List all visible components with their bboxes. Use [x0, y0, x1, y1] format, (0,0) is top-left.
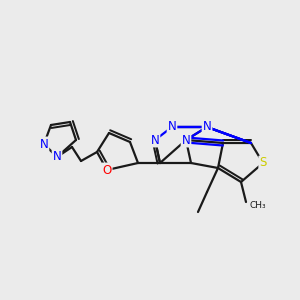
- Text: N: N: [40, 137, 48, 151]
- Text: N: N: [151, 134, 159, 146]
- Text: N: N: [52, 151, 62, 164]
- Text: N: N: [202, 121, 211, 134]
- Text: N: N: [168, 121, 176, 134]
- Text: N: N: [182, 134, 190, 146]
- Text: S: S: [259, 157, 267, 169]
- Text: CH₃: CH₃: [249, 200, 266, 209]
- Text: O: O: [102, 164, 112, 176]
